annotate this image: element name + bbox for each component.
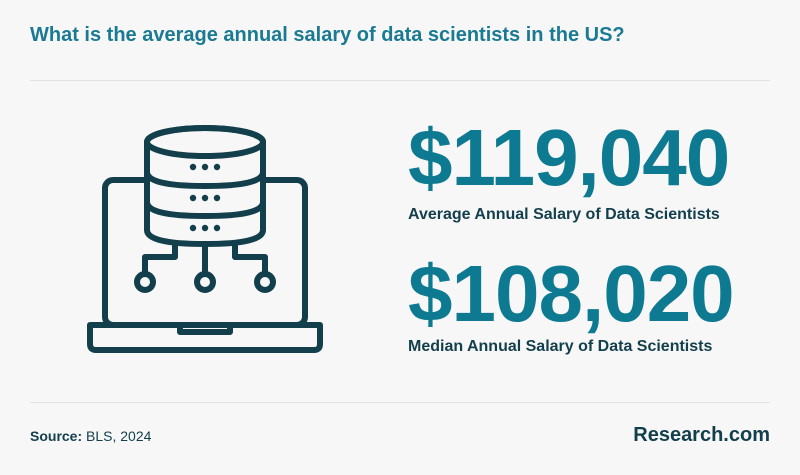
source-label: Source: [30, 428, 83, 444]
top-divider [30, 80, 770, 81]
laptop-database-icon [87, 125, 323, 353]
page-title: What is the average annual salary of dat… [30, 24, 625, 46]
average-salary-label: Average Annual Salary of Data Scientists [408, 206, 720, 223]
average-salary-value: $119,040 [408, 113, 730, 202]
source-note: Source: BLS, 2024 [30, 428, 151, 444]
bottom-divider [30, 402, 770, 403]
brand-logo: Research.com [633, 424, 770, 446]
median-salary-label: Median Annual Salary of Data Scientists [408, 338, 713, 355]
median-salary-value: $108,020 [408, 249, 735, 338]
source-value: BLS, 2024 [86, 428, 152, 444]
